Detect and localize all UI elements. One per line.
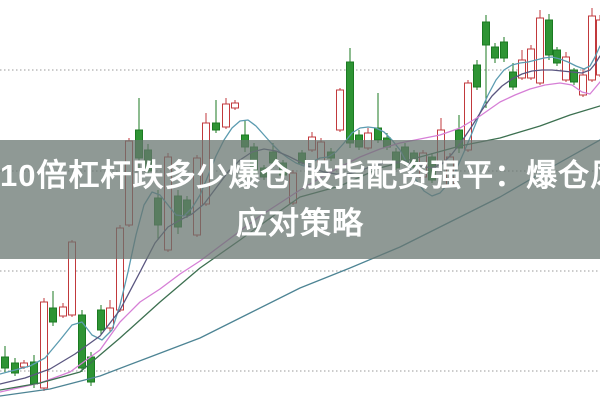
candle-body bbox=[553, 49, 561, 64]
candle-body bbox=[222, 103, 230, 128]
candle-body bbox=[78, 314, 86, 369]
candle-body bbox=[97, 309, 105, 331]
candle-body bbox=[527, 48, 535, 79]
candle-body bbox=[212, 122, 220, 131]
candle-body bbox=[106, 307, 114, 329]
headline-line-2: 应对策略 bbox=[236, 205, 364, 241]
candle-body bbox=[596, 19, 600, 76]
headline-line-1: 10倍杠杆跌多少爆仓 股指配资强平：爆仓风险与 bbox=[0, 157, 600, 193]
candle-body bbox=[59, 306, 67, 317]
candle-body bbox=[336, 89, 344, 131]
candle-body bbox=[518, 59, 526, 79]
candle-body bbox=[545, 19, 553, 56]
candle-body bbox=[536, 17, 544, 84]
candle-body bbox=[509, 71, 517, 88]
candle-body bbox=[500, 41, 508, 59]
candle-body bbox=[231, 102, 239, 109]
candle-body bbox=[579, 74, 587, 96]
candle-body bbox=[40, 301, 48, 389]
candle-body bbox=[588, 15, 596, 81]
candle-body bbox=[346, 61, 354, 144]
candle-body bbox=[491, 46, 499, 59]
candle-body bbox=[1, 356, 9, 369]
candle-body bbox=[482, 21, 490, 46]
candle-body bbox=[562, 56, 570, 81]
candle-body bbox=[570, 69, 578, 83]
title-banner: 10倍杠杆跌多少爆仓 股指配资强平：爆仓风险与 应对策略 bbox=[0, 140, 600, 259]
candle-body bbox=[11, 362, 19, 374]
candle-body bbox=[49, 307, 57, 323]
candle-body bbox=[473, 64, 481, 88]
